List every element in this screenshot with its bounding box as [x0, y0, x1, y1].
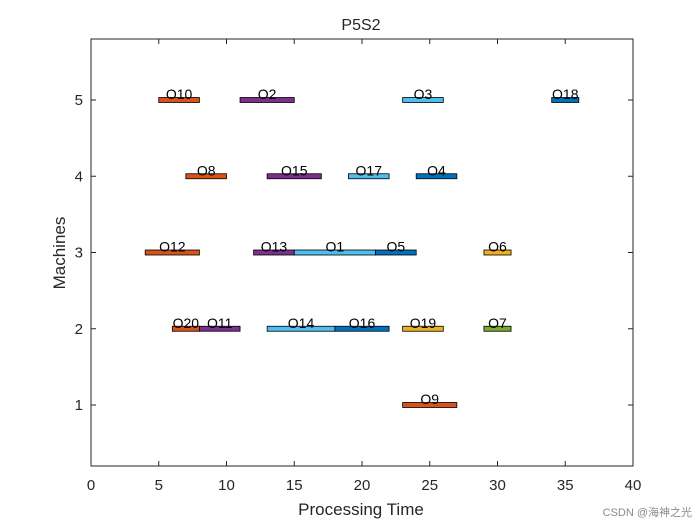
watermark-text: CSDN @海神之光	[603, 505, 692, 519]
task-bar-o5	[375, 249, 417, 256]
x-tick-label: 40	[625, 477, 642, 494]
task-label-o1: O1	[326, 239, 345, 255]
task-bar-o2	[239, 97, 295, 103]
x-tick-label: 35	[557, 477, 574, 494]
task-label-o6: O6	[488, 239, 507, 255]
task-label-o12: O12	[159, 239, 186, 255]
task-label-o13: O13	[261, 239, 288, 255]
chart-title: P5S2	[341, 17, 380, 34]
y-tick-label: 1	[75, 397, 83, 414]
y-axis-ticks: 1 2 3 4 5	[75, 92, 633, 414]
task-label-o20: O20	[173, 315, 200, 331]
task-bar-o15	[266, 173, 322, 180]
task-label-o4: O4	[427, 162, 446, 178]
x-tick-label: 15	[286, 477, 303, 494]
x-tick-label: 5	[155, 477, 163, 494]
task-bar-o8	[185, 173, 227, 180]
task-label-o18: O18	[552, 86, 579, 102]
task-bar-o6	[483, 249, 512, 256]
task-bar-o11	[198, 325, 241, 332]
task-bar-o18	[551, 97, 580, 103]
task-bars	[144, 97, 580, 408]
task-label-o8: O8	[197, 162, 216, 178]
task-label-o9: O9	[420, 391, 439, 407]
x-axis-label: Processing Time	[298, 500, 424, 519]
task-bar-o19	[402, 325, 444, 332]
task-bar-o3	[402, 97, 444, 103]
task-bar-o4	[415, 173, 458, 180]
task-label-o7: O7	[488, 315, 507, 331]
x-tick-label: 30	[489, 477, 506, 494]
y-tick-label: 5	[75, 92, 83, 109]
task-label-o15: O15	[281, 162, 308, 178]
task-bar-o12	[144, 249, 200, 256]
task-label-o17: O17	[356, 162, 383, 178]
y-tick-label: 2	[75, 321, 83, 338]
task-label-o3: O3	[414, 86, 433, 102]
task-label-o11: O11	[207, 315, 233, 331]
task-labels: O10 O2 O3 O18 O8 O15 O17 O4 O12 O13 O1 O5 O6 O20 O11 O1…	[159, 86, 579, 407]
y-tick-label: 4	[75, 168, 83, 185]
y-axis-label: Machines	[50, 217, 69, 290]
task-label-o19: O19	[410, 315, 437, 331]
task-bar-o7	[483, 325, 512, 332]
task-label-o16: O16	[349, 315, 376, 331]
x-tick-label: 25	[421, 477, 438, 494]
y-tick-label: 3	[75, 245, 83, 262]
task-label-o14: O14	[288, 315, 315, 331]
task-label-o10: O10	[166, 86, 193, 102]
task-bar-o16	[334, 325, 390, 332]
task-bar-o9	[402, 402, 458, 408]
x-tick-label: 10	[218, 477, 235, 494]
x-tick-label: 20	[354, 477, 371, 494]
task-label-o5: O5	[387, 239, 406, 255]
task-bar-o10	[158, 97, 200, 103]
x-axis-ticks: 0 5 10 15 20 25 30 35 40	[87, 39, 642, 494]
task-bar-o17	[348, 173, 390, 180]
x-tick-label: 0	[87, 477, 95, 494]
task-label-o2: O2	[258, 86, 277, 102]
